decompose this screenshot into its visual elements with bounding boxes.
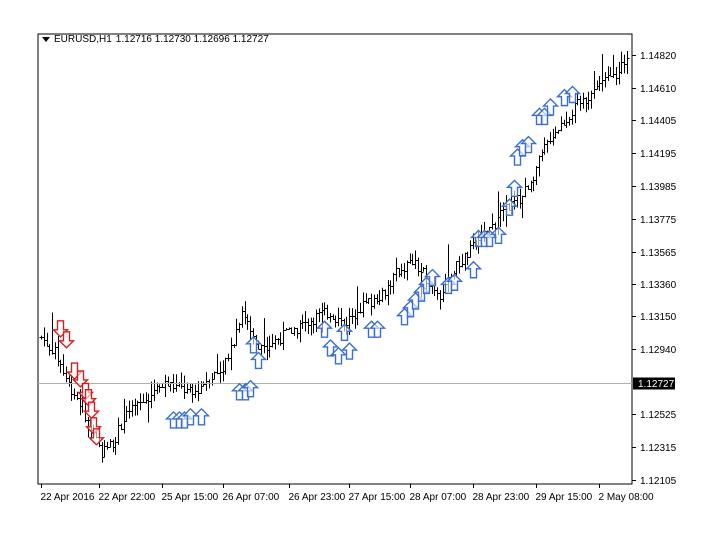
time-tick-label: 28 Apr 07:00 (410, 492, 467, 503)
buy-signal-arrow-icon (241, 379, 260, 398)
price-tick-label: 1.14610 (640, 84, 676, 95)
chart-frame[interactable]: 1.14820 1.14610 1.14405 1.14195 1.13985 1.137… (36, 32, 676, 514)
price-tick-label: 1.12105 (640, 476, 676, 487)
price-tick-label: 1.13775 (640, 215, 676, 226)
buy-signal-arrow-icon (500, 198, 519, 216)
chart-menu-dropdown-icon[interactable] (42, 37, 50, 42)
buy-signal-arrow-icon (505, 179, 524, 198)
time-tick-label: 26 Apr 07:00 (223, 492, 280, 503)
buy-signal-arrow-icon (315, 320, 334, 338)
price-chart[interactable]: 1.14820 1.14610 1.14405 1.14195 1.13985 1.137… (36, 32, 676, 514)
buy-signal-arrow-icon (329, 346, 348, 365)
price-tick-label: 1.13985 (640, 182, 676, 193)
buy-signal-arrow-icon (445, 273, 464, 291)
sell-signal-arrow-icon (57, 331, 76, 349)
buy-signal-arrow-icon (335, 323, 354, 342)
sell-signal-arrow-icon (87, 428, 106, 446)
current-price-label-bg (633, 377, 675, 390)
time-tick-label: 26 Apr 23:00 (289, 492, 346, 503)
sell-signal-arrow-icon (82, 401, 101, 420)
buy-signal-arrow-icon (541, 98, 560, 116)
buy-signal-arrow-icon (192, 407, 211, 426)
buy-signal-arrow-icon (249, 351, 268, 370)
buy-signal-arrow-icon (519, 135, 538, 154)
price-tick-label: 1.13360 (640, 280, 676, 291)
buy-signal-arrow-icon (489, 226, 508, 245)
price-tick-label: 1.12315 (640, 443, 676, 454)
symbol-name: EURUSD,H1 (54, 34, 112, 45)
price-tick-label: 1.14820 (640, 51, 676, 62)
time-tick-label: 2 May 08:00 (599, 492, 654, 503)
price-tick-label: 1.14195 (640, 149, 676, 160)
buy-signal-arrow-icon (423, 268, 442, 287)
buy-signal-arrow-icon (563, 85, 582, 104)
buy-signal-arrow-icon (321, 338, 340, 357)
time-tick-label: 25 Apr 15:00 (162, 492, 219, 503)
symbol-header: EURUSD,H1 1.12716 1.12730 1.12696 1.1272… (42, 34, 269, 45)
buy-signal-arrow-icon (464, 260, 483, 279)
buy-signal-arrow-icon (340, 342, 359, 360)
plot-border (37, 33, 633, 485)
ohlc-values: 1.12716 1.12730 1.12696 1.12727 (115, 34, 269, 45)
time-tick-label: 28 Apr 23:00 (473, 492, 530, 503)
current-price-label: 1.12727 (638, 379, 675, 390)
time-tick-label: 22 Apr 2016 (41, 492, 95, 503)
time-tick-label: 22 Apr 22:00 (99, 492, 156, 503)
price-tick-label: 1.12940 (640, 345, 676, 356)
price-tick-label: 1.13150 (640, 312, 676, 323)
time-tick-label: 29 Apr 15:00 (536, 492, 593, 503)
buy-signal-arrow-icon (368, 320, 387, 338)
price-tick-label: 1.12525 (640, 410, 676, 421)
price-tick-label: 1.13565 (640, 248, 676, 259)
time-tick-label: 27 Apr 15:00 (349, 492, 406, 503)
buy-signal-arrow-icon (244, 335, 263, 354)
price-tick-label: 1.14405 (640, 116, 676, 127)
